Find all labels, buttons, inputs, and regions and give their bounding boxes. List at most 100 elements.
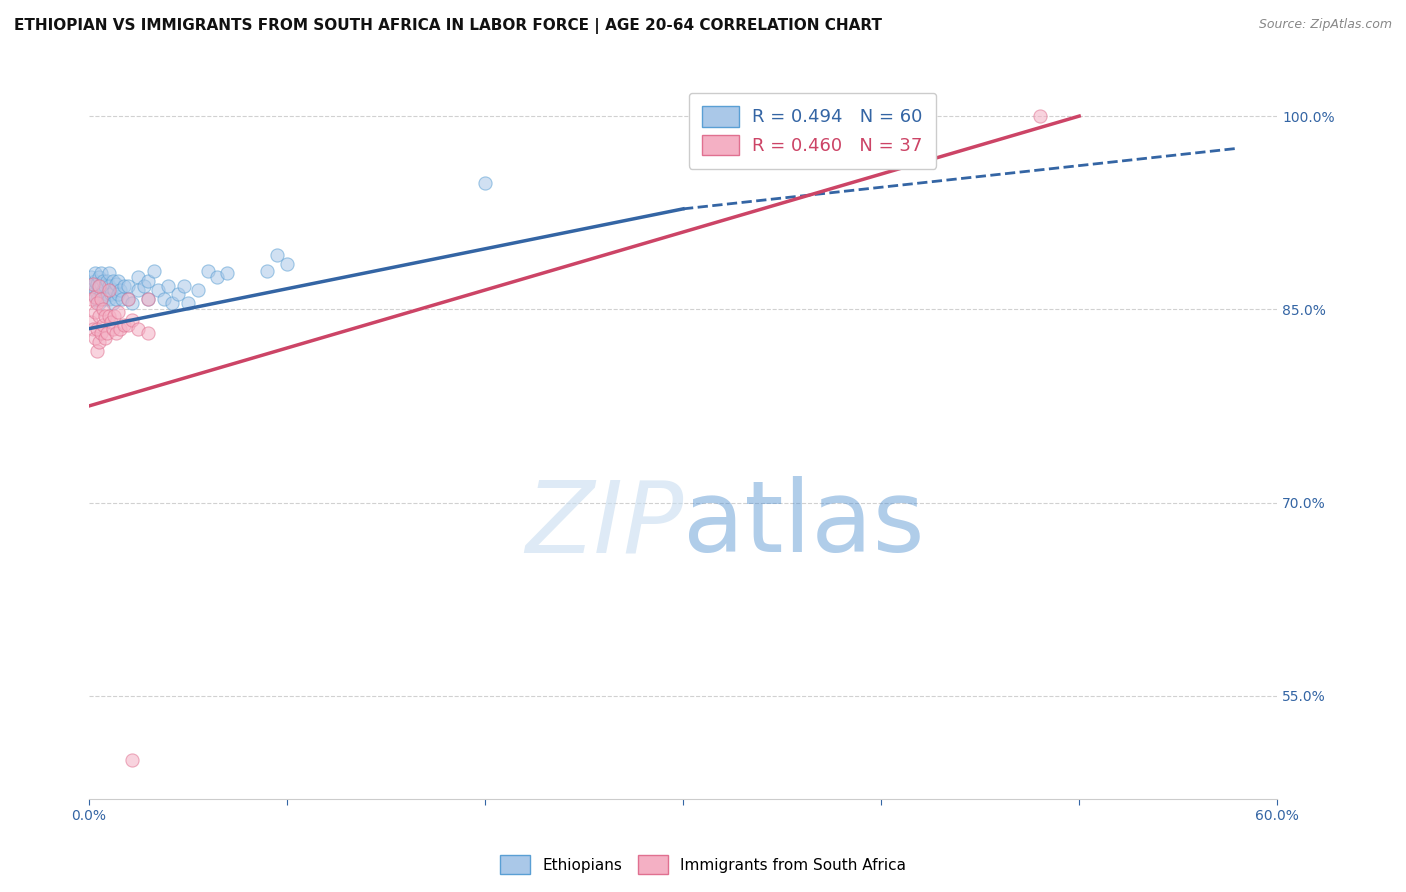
Point <box>112 279 135 293</box>
Point <box>86 277 108 291</box>
Point <box>117 292 139 306</box>
Point <box>86 287 108 301</box>
Point <box>82 279 104 293</box>
Legend: Ethiopians, Immigrants from South Africa: Ethiopians, Immigrants from South Africa <box>494 849 912 880</box>
Point <box>86 322 108 336</box>
Point <box>187 283 209 297</box>
Point <box>83 305 105 319</box>
Point <box>82 322 104 336</box>
Point <box>160 296 183 310</box>
Point <box>83 331 105 345</box>
Point <box>121 296 143 310</box>
Point <box>110 322 132 336</box>
Point <box>110 283 132 297</box>
Point <box>207 270 229 285</box>
Text: Source: ZipAtlas.com: Source: ZipAtlas.com <box>1258 18 1392 31</box>
Point <box>87 296 110 310</box>
Text: atlas: atlas <box>683 476 925 574</box>
Point <box>96 274 118 288</box>
Point <box>167 287 190 301</box>
Point <box>82 277 104 291</box>
Point <box>93 279 115 293</box>
Point <box>101 322 124 336</box>
Point <box>136 326 159 340</box>
Text: ETHIOPIAN VS IMMIGRANTS FROM SOUTH AFRICA IN LABOR FORCE | AGE 20-64 CORRELATION: ETHIOPIAN VS IMMIGRANTS FROM SOUTH AFRIC… <box>14 18 882 34</box>
Point <box>121 312 143 326</box>
Point <box>90 326 112 340</box>
Point <box>173 279 195 293</box>
Point <box>136 274 159 288</box>
Point <box>136 292 159 306</box>
Point <box>107 274 129 288</box>
Point <box>107 305 129 319</box>
Point <box>91 283 114 297</box>
Point <box>474 176 496 190</box>
Point <box>127 322 149 336</box>
Point <box>266 248 288 262</box>
Point <box>276 257 298 271</box>
Point <box>86 292 108 306</box>
Point <box>112 318 135 332</box>
Point <box>86 296 108 310</box>
Point <box>197 264 219 278</box>
Point <box>217 266 239 280</box>
Point <box>90 287 112 301</box>
Point <box>93 309 115 323</box>
Point <box>80 270 103 285</box>
Legend: R = 0.494   N = 60, R = 0.460   N = 37: R = 0.494 N = 60, R = 0.460 N = 37 <box>689 93 936 169</box>
Point <box>101 274 124 288</box>
Point <box>96 326 118 340</box>
Text: ZIP: ZIP <box>524 476 683 574</box>
Point <box>87 279 110 293</box>
Point <box>1028 109 1050 123</box>
Point <box>103 283 125 297</box>
Point <box>87 270 110 285</box>
Point <box>97 283 120 297</box>
Point <box>93 331 115 345</box>
Point <box>80 277 103 291</box>
Point <box>97 266 120 280</box>
Point <box>90 266 112 280</box>
Point <box>83 274 105 288</box>
Point <box>117 292 139 306</box>
Point <box>90 277 112 291</box>
Point <box>103 309 125 323</box>
Point <box>100 315 122 329</box>
Point <box>117 279 139 293</box>
Point <box>256 264 278 278</box>
Point <box>100 287 122 301</box>
Point <box>83 283 105 297</box>
Point <box>127 270 149 285</box>
Point <box>97 279 120 293</box>
Point <box>82 287 104 301</box>
Point <box>111 292 134 306</box>
Point <box>91 274 114 288</box>
Point <box>105 277 128 291</box>
Point <box>91 302 114 317</box>
Point <box>156 279 179 293</box>
Point <box>91 318 114 332</box>
Point <box>117 318 139 332</box>
Point <box>80 315 103 329</box>
Point <box>121 753 143 767</box>
Point <box>153 292 176 306</box>
Point <box>127 283 149 297</box>
Point <box>143 264 166 278</box>
Point <box>146 283 169 297</box>
Point <box>97 292 120 306</box>
Point <box>105 292 128 306</box>
Point <box>86 343 108 358</box>
Point <box>101 296 124 310</box>
Point <box>177 296 200 310</box>
Point <box>80 292 103 306</box>
Point <box>87 334 110 349</box>
Point <box>93 292 115 306</box>
Point <box>134 279 156 293</box>
Point <box>90 292 112 306</box>
Point <box>107 287 129 301</box>
Point <box>105 326 128 340</box>
Point <box>96 287 118 301</box>
Point <box>87 279 110 293</box>
Point <box>97 309 120 323</box>
Point <box>83 289 105 303</box>
